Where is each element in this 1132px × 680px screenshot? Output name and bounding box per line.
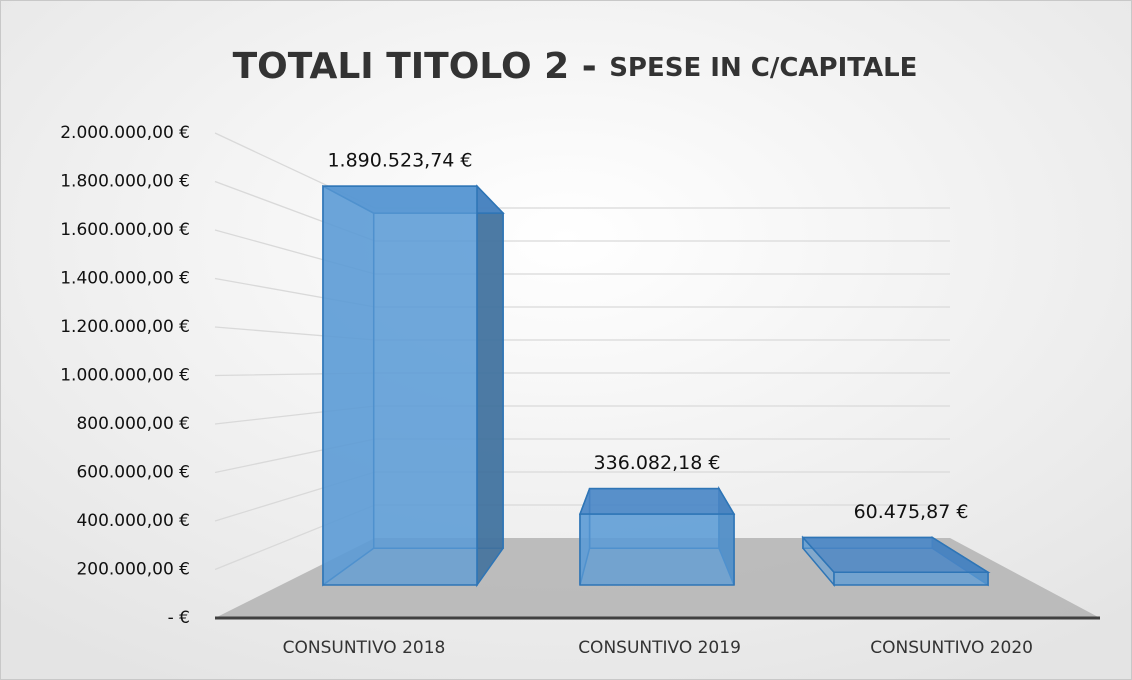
bar [579,513,735,586]
y-tick-label: 2.000.000,00 € [60,123,190,143]
y-tick-label: 1.800.000,00 € [60,172,190,192]
x-tick-label: CONSUNTIVO 2019 [578,638,741,658]
y-tick-label: 1.600.000,00 € [60,220,190,240]
y-tick-label: 1.000.000,00 € [60,366,190,386]
y-tick-label: - € [168,608,190,628]
y-tick-label: 200.000,00 € [76,560,190,580]
x-tick-label: CONSUNTIVO 2020 [870,638,1033,658]
data-label: 1.890.523,74 € [327,150,472,172]
y-tick-label: 600.000,00 € [76,463,190,483]
bar-side [476,184,504,588]
y-tick-label: 800.000,00 € [76,414,190,434]
bar [322,185,478,586]
y-tick-label: 1.200.000,00 € [60,317,190,337]
bar-top [578,487,736,515]
bar [833,571,989,586]
data-label: 336.082,18 € [594,452,721,474]
x-tick-label: CONSUNTIVO 2018 [283,638,446,658]
chart-title: TOTALI TITOLO 2 - SPESE IN C/CAPITALE [233,46,918,87]
y-tick-label: 1.400.000,00 € [60,269,190,289]
title-sub: SPESE IN C/CAPITALE [609,53,917,83]
title-main: TOTALI TITOLO 2 - [233,46,597,87]
y-tick-label: 400.000,00 € [76,511,190,531]
data-label: 60.475,87 € [854,501,969,523]
